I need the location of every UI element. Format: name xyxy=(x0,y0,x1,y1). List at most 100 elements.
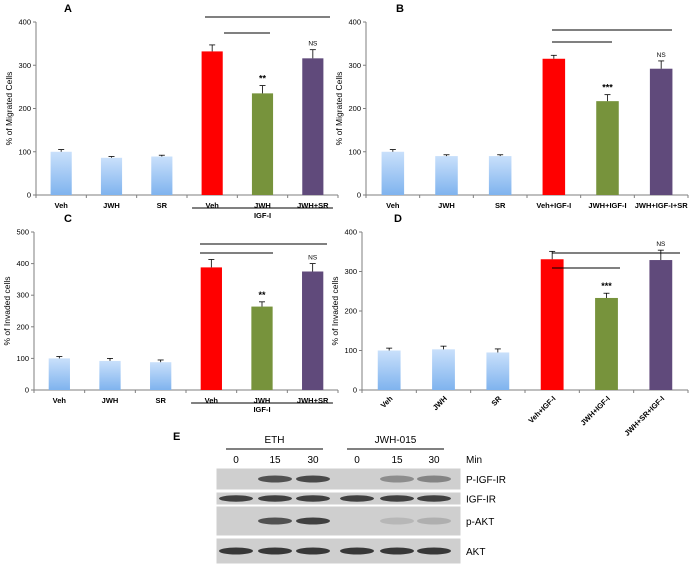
bar xyxy=(99,360,121,390)
bar xyxy=(486,352,510,390)
significance-label: ** xyxy=(258,290,266,300)
panel-letter: C xyxy=(64,213,72,225)
bar xyxy=(48,358,70,390)
blot-strip xyxy=(215,491,462,506)
x-tick-label: SR xyxy=(490,394,504,408)
blot-band xyxy=(258,475,292,483)
bar xyxy=(432,349,455,390)
blot-band xyxy=(417,475,451,483)
bar xyxy=(200,267,222,390)
bar xyxy=(649,260,673,390)
x-tick-label: Veh xyxy=(386,201,400,210)
time-point-label: 15 xyxy=(391,455,403,466)
x-tick-label: JWH+IGF-I+SR xyxy=(635,201,689,210)
x-tick-label: SR xyxy=(157,201,168,210)
x-tick-label: JWH xyxy=(431,394,449,412)
y-axis-label: % of Migrated Cells xyxy=(4,72,14,146)
bar xyxy=(595,297,618,390)
x-tick-label: JWH xyxy=(254,201,271,210)
y-tick-label: 300 xyxy=(16,291,29,300)
time-point-label: 15 xyxy=(269,455,281,466)
panel-c: C % of Invaded cells 0 100 200 300 400 500 Veh JW… xyxy=(2,213,339,414)
time-point-label: 30 xyxy=(428,455,440,466)
time-unit-label: Min xyxy=(466,455,482,466)
y-tick-label: 300 xyxy=(348,61,361,70)
y-tick-label: 500 xyxy=(16,228,29,237)
group-label: IGF-I xyxy=(253,405,270,414)
x-tick-label: JWH+SR+IGF-I xyxy=(622,394,666,438)
x-tick-label: JWH+SR xyxy=(297,201,329,210)
x-tick-label: Veh xyxy=(205,201,219,210)
x-tick-label: Veh xyxy=(53,396,67,405)
x-tick-label: JWH+SR xyxy=(297,396,329,405)
bar xyxy=(377,350,401,390)
blot-band xyxy=(380,517,414,525)
bar xyxy=(302,58,324,195)
bar xyxy=(151,156,173,195)
y-tick-label: 100 xyxy=(348,147,361,156)
blot-band xyxy=(296,495,330,502)
bar xyxy=(381,151,405,195)
y-tick-label: 100 xyxy=(18,147,31,156)
panel-letter: A xyxy=(64,3,72,15)
y-tick-label: 400 xyxy=(16,259,29,268)
panel-e-western-blot: E ETH JWH-015 0 15 30 0 15 30 Min P-IGF-IR IGF-IR p-… xyxy=(173,431,506,565)
x-tick-label: SR xyxy=(155,396,166,405)
significance-label: ** xyxy=(259,74,267,84)
significance-label: NS xyxy=(308,255,318,262)
blot-band xyxy=(219,495,253,502)
bar xyxy=(596,101,619,195)
y-tick-label: 0 xyxy=(27,191,31,200)
y-tick-label: 200 xyxy=(18,104,31,113)
y-axis-label: % of Invaded cells xyxy=(2,277,12,346)
blot-row-label: AKT xyxy=(466,547,485,558)
x-tick-label: JWH+IGF-I xyxy=(579,394,612,427)
y-tick-label: 100 xyxy=(344,346,357,355)
x-tick-label: JWH xyxy=(254,396,271,405)
y-tick-label: 400 xyxy=(18,18,31,27)
x-tick-label: Veh xyxy=(205,396,219,405)
time-point-label: 30 xyxy=(307,455,319,466)
bar xyxy=(150,362,172,390)
x-tick-label: Veh xyxy=(379,394,395,410)
panel-letter: E xyxy=(173,431,180,443)
blot-band xyxy=(340,495,374,502)
x-tick-label: Veh+IGF-I xyxy=(536,201,571,210)
bar xyxy=(201,51,223,195)
y-tick-label: 200 xyxy=(16,322,29,331)
x-tick-label: Veh+IGF-I xyxy=(527,394,558,425)
panel-letter: D xyxy=(394,213,402,225)
panel-d: D % of Invaded cells 0 100 200 300 400 Veh JWH SR… xyxy=(330,213,689,438)
blot-band xyxy=(417,517,451,525)
x-tick-label: JWH xyxy=(438,201,455,210)
significance-label: NS xyxy=(308,41,318,48)
x-tick-label: JWH+IGF-I xyxy=(588,201,626,210)
y-tick-label: 200 xyxy=(344,307,357,316)
x-tick-label: JWH xyxy=(102,396,119,405)
y-axis-label: % of Migrated Cells xyxy=(334,72,344,146)
blot-band xyxy=(258,517,292,525)
x-tick-label: SR xyxy=(495,201,506,210)
blot-band xyxy=(296,517,330,525)
group-label: IGF-I xyxy=(254,211,271,220)
blot-row-label: p-AKT xyxy=(466,517,494,528)
blot-row-label: IGF-IR xyxy=(466,495,496,506)
bar xyxy=(50,151,72,195)
y-tick-label: 0 xyxy=(353,386,357,395)
y-tick-label: 400 xyxy=(348,18,361,27)
blot-band xyxy=(417,495,451,502)
significance-label: NS xyxy=(656,241,666,248)
blot-strip xyxy=(215,467,462,491)
significance-label: NS xyxy=(657,52,667,59)
time-point-label: 0 xyxy=(354,455,360,466)
blot-band xyxy=(380,547,414,555)
y-axis-label: % of Invaded cells xyxy=(330,277,340,346)
panel-b: B % of Migrated Cells 0 100 200 300 400 Veh JWH S… xyxy=(334,3,689,210)
blot-band xyxy=(380,495,414,502)
blot-group-label: JWH-015 xyxy=(375,435,417,446)
y-tick-label: 0 xyxy=(25,386,29,395)
bar xyxy=(251,306,273,390)
y-tick-label: 100 xyxy=(16,354,29,363)
blot-band xyxy=(258,547,292,555)
bar xyxy=(649,68,673,195)
